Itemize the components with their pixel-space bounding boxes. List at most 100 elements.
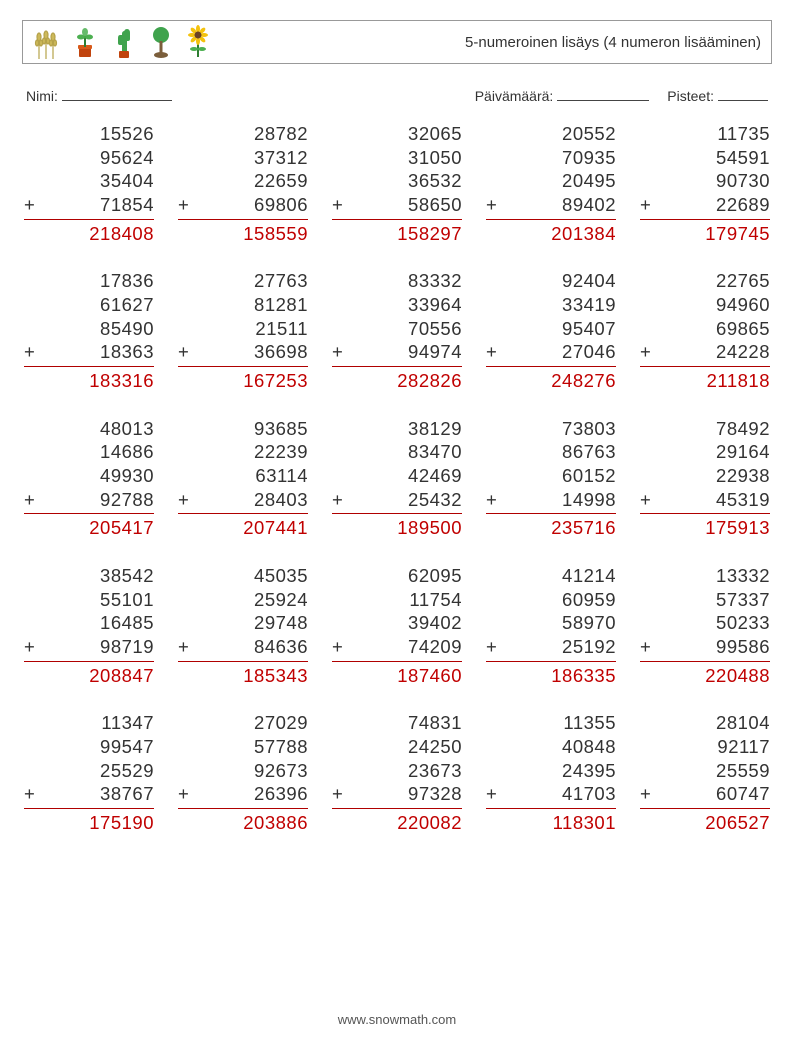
- addend-value: 92788: [38, 488, 154, 512]
- operator: [640, 711, 654, 735]
- addend-value: 21511: [192, 317, 308, 341]
- answer-value: 208847: [30, 664, 154, 688]
- operator: [332, 564, 346, 588]
- addend-value: 11754: [346, 588, 462, 612]
- operator: [178, 146, 192, 170]
- addend-value: 73803: [500, 417, 616, 441]
- addend-value: 54591: [654, 146, 770, 170]
- answer-value: 118301: [492, 811, 616, 835]
- operator: +: [640, 340, 654, 364]
- operator: [640, 269, 654, 293]
- operator: [178, 735, 192, 759]
- addend-value: 14686: [38, 440, 154, 464]
- addend-value: 60959: [500, 588, 616, 612]
- addend-value: 83332: [346, 269, 462, 293]
- operator: [332, 464, 346, 488]
- worksheet-title: 5-numeroinen lisäys (4 numeron lisäämine…: [211, 34, 761, 51]
- addend-value: 22659: [192, 169, 308, 193]
- operator: +: [640, 193, 654, 217]
- header-box: 5-numeroinen lisäys (4 numeron lisäämine…: [22, 20, 772, 64]
- addend-value: 42469: [346, 464, 462, 488]
- sum-rule: [178, 661, 308, 662]
- operator: +: [332, 635, 346, 659]
- answer-value: 158297: [338, 222, 462, 246]
- answer-value: 218408: [30, 222, 154, 246]
- sum-rule: [332, 219, 462, 220]
- operator: [640, 169, 654, 193]
- operator: [178, 417, 192, 441]
- operator: [332, 735, 346, 759]
- addend-value: 36532: [346, 169, 462, 193]
- answer-value: 185343: [184, 664, 308, 688]
- addition-problem: 93685 22239 63114+28403 207441: [178, 417, 308, 540]
- operator: [24, 711, 38, 735]
- operator: [178, 564, 192, 588]
- score-line[interactable]: [718, 86, 768, 101]
- addend-value: 98719: [38, 635, 154, 659]
- name-line[interactable]: [62, 86, 172, 101]
- addend-value: 60152: [500, 464, 616, 488]
- operator: [24, 269, 38, 293]
- operator: [486, 735, 500, 759]
- operator: [640, 146, 654, 170]
- addition-problem: 27763 81281 21511+36698 167253: [178, 269, 308, 392]
- operator: +: [640, 488, 654, 512]
- operator: [24, 759, 38, 783]
- name-field: Nimi:: [26, 86, 172, 104]
- addend-value: 18363: [38, 340, 154, 364]
- addition-problem: 20552 70935 20495+89402 201384: [486, 122, 616, 245]
- answer-value: 220488: [646, 664, 770, 688]
- operator: [486, 711, 500, 735]
- operator: +: [332, 782, 346, 806]
- addition-problem: 92404 33419 95407+27046 248276: [486, 269, 616, 392]
- operator: [24, 169, 38, 193]
- addend-value: 50233: [654, 611, 770, 635]
- addition-problem: 62095 11754 39402+74209 187460: [332, 564, 462, 687]
- operator: [640, 293, 654, 317]
- answer-value: 179745: [646, 222, 770, 246]
- operator: [332, 588, 346, 612]
- addend-value: 27046: [500, 340, 616, 364]
- answer-value: 206527: [646, 811, 770, 835]
- addend-value: 55101: [38, 588, 154, 612]
- sum-rule: [24, 808, 154, 809]
- addend-value: 63114: [192, 464, 308, 488]
- sum-rule: [640, 808, 770, 809]
- sum-rule: [24, 513, 154, 514]
- operator: [178, 759, 192, 783]
- operator: [486, 564, 500, 588]
- sum-rule: [332, 513, 462, 514]
- operator: +: [332, 193, 346, 217]
- answer-value: 175190: [30, 811, 154, 835]
- operator: +: [640, 635, 654, 659]
- answer-value: 235716: [492, 516, 616, 540]
- addend-value: 84636: [192, 635, 308, 659]
- operator: +: [178, 193, 192, 217]
- operator: [486, 588, 500, 612]
- addend-value: 26396: [192, 782, 308, 806]
- addend-value: 28403: [192, 488, 308, 512]
- addend-value: 27029: [192, 711, 308, 735]
- sum-rule: [486, 219, 616, 220]
- operator: [486, 611, 500, 635]
- sum-rule: [178, 219, 308, 220]
- date-line[interactable]: [557, 86, 649, 101]
- addend-value: 45319: [654, 488, 770, 512]
- operator: +: [178, 488, 192, 512]
- addend-value: 61627: [38, 293, 154, 317]
- problem-row: 38542 55101 16485+98719 208847 45035 259…: [24, 564, 770, 687]
- name-label: Nimi:: [26, 88, 58, 104]
- operator: [486, 317, 500, 341]
- addend-value: 97328: [346, 782, 462, 806]
- addend-value: 94974: [346, 340, 462, 364]
- addend-value: 78492: [654, 417, 770, 441]
- answer-value: 158559: [184, 222, 308, 246]
- operator: [178, 293, 192, 317]
- addition-problem: 73803 86763 60152+14998 235716: [486, 417, 616, 540]
- addition-problem: 28104 92117 25559+60747 206527: [640, 711, 770, 834]
- sum-rule: [24, 661, 154, 662]
- addition-problem: 17836 61627 85490+18363 183316: [24, 269, 154, 392]
- answer-value: 211818: [646, 369, 770, 393]
- sum-rule: [486, 808, 616, 809]
- addend-value: 95407: [500, 317, 616, 341]
